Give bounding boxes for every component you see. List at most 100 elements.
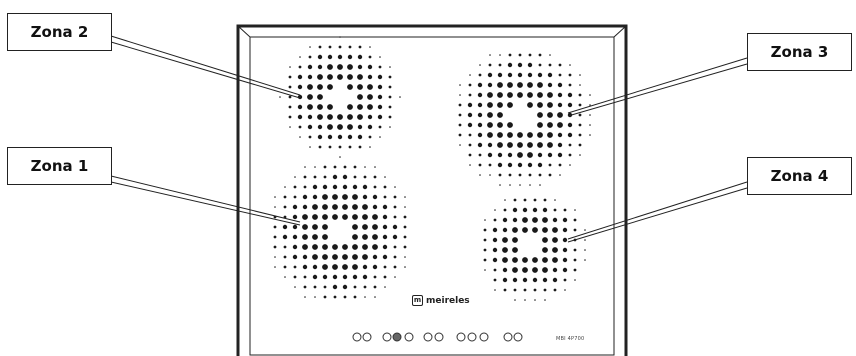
burner-dot xyxy=(293,195,297,199)
burner-dot xyxy=(517,152,523,158)
burner-dot xyxy=(312,194,318,200)
burner-dot xyxy=(554,199,556,201)
burner-dot xyxy=(327,114,333,120)
burner-dot xyxy=(542,247,548,253)
boost-icon[interactable] xyxy=(456,332,466,342)
burner-dot xyxy=(497,82,503,88)
burner-dot xyxy=(399,96,401,98)
burner-dot xyxy=(372,244,378,250)
burner-dot xyxy=(589,94,591,96)
burner-dot xyxy=(552,257,558,263)
burner-dot xyxy=(314,166,316,168)
burner-dot xyxy=(288,85,292,89)
burner-dot xyxy=(589,104,591,106)
burner-dot xyxy=(332,174,338,180)
burner-dot xyxy=(458,113,462,117)
burner-dot xyxy=(337,134,343,140)
burner-dot xyxy=(477,132,483,138)
burner-dot xyxy=(297,84,303,90)
burner-dot xyxy=(537,102,543,108)
burner-dot xyxy=(478,153,482,157)
burner-dot xyxy=(522,257,528,263)
burner-dot xyxy=(487,102,493,108)
burner-dot xyxy=(548,163,552,167)
burner-dot xyxy=(548,63,552,67)
zone-select-icon[interactable] xyxy=(404,332,414,342)
burner-dot xyxy=(362,244,368,250)
zone-select-icon[interactable] xyxy=(382,332,392,342)
burner-dot xyxy=(312,184,318,190)
burner-dot xyxy=(537,142,543,148)
burner-dot xyxy=(403,225,407,229)
burner-dot xyxy=(497,162,503,168)
burner-dot xyxy=(357,74,363,80)
burner-dot xyxy=(547,142,553,148)
minus-icon[interactable] xyxy=(362,332,372,342)
burner-dot xyxy=(542,267,548,273)
burner-dot xyxy=(322,194,328,200)
burner-dot xyxy=(309,46,311,48)
burner-dot xyxy=(357,134,363,140)
burner-dot xyxy=(363,285,367,289)
burner-dot xyxy=(337,124,343,130)
burner-dot xyxy=(507,132,513,138)
burner-dot xyxy=(512,247,518,253)
burner-dot xyxy=(283,265,287,269)
plus-icon[interactable] xyxy=(467,332,477,342)
burner-dot xyxy=(393,205,397,209)
burner-dot xyxy=(527,162,533,168)
burner-dot xyxy=(367,84,373,90)
burner-dot xyxy=(317,94,323,100)
burner-dot xyxy=(273,245,277,249)
burner-dot xyxy=(368,55,372,59)
burner-dot xyxy=(487,82,493,88)
power-icon[interactable] xyxy=(352,332,362,342)
burner-dot xyxy=(333,295,337,299)
burner-dot xyxy=(557,152,563,158)
burner-dot xyxy=(459,84,461,86)
burner-dot xyxy=(467,112,473,118)
child-lock-icon[interactable] xyxy=(423,332,433,342)
burner-dot xyxy=(589,114,591,116)
burner-dot xyxy=(353,295,357,299)
burner-dot xyxy=(537,132,543,138)
pause-icon[interactable] xyxy=(479,332,489,342)
burner-dot xyxy=(322,184,328,190)
zone-1-label: Zona 1 xyxy=(7,147,112,185)
burner-dot xyxy=(542,237,548,243)
cooktop-inner-frame xyxy=(249,36,615,356)
burner-dot xyxy=(309,146,311,148)
keep-warm-icon[interactable] xyxy=(503,332,513,342)
burner-dot xyxy=(323,285,327,289)
zone-select-icon[interactable] xyxy=(392,332,402,342)
burner-dot xyxy=(492,227,498,233)
burner-dot xyxy=(487,142,493,148)
burner-dot xyxy=(404,196,406,198)
burner-dot xyxy=(362,224,368,230)
burner-dot xyxy=(557,112,563,118)
burner-dot xyxy=(542,217,548,223)
burner-dot xyxy=(522,277,528,283)
burner-dot xyxy=(348,45,352,49)
burner-dot xyxy=(517,142,523,148)
burner-dot xyxy=(302,224,308,230)
burner-dot xyxy=(362,254,368,260)
burner-dot xyxy=(403,235,407,239)
burner-dot xyxy=(468,153,472,157)
burner-zone-3 xyxy=(458,53,591,186)
burner-dot xyxy=(507,122,513,128)
timer-icon[interactable] xyxy=(434,332,444,342)
burner-dot xyxy=(574,279,576,281)
burner-dot xyxy=(312,264,318,270)
burner-dot xyxy=(294,176,296,178)
slider-icon[interactable] xyxy=(513,332,523,342)
burner-dot xyxy=(352,224,358,230)
burner-dot xyxy=(374,166,376,168)
burner-dot xyxy=(389,66,391,68)
burner-dot xyxy=(393,265,397,269)
burner-dot xyxy=(483,248,487,252)
burner-dot xyxy=(542,207,548,213)
burner-dot xyxy=(358,45,362,49)
burner-dot xyxy=(322,234,328,240)
